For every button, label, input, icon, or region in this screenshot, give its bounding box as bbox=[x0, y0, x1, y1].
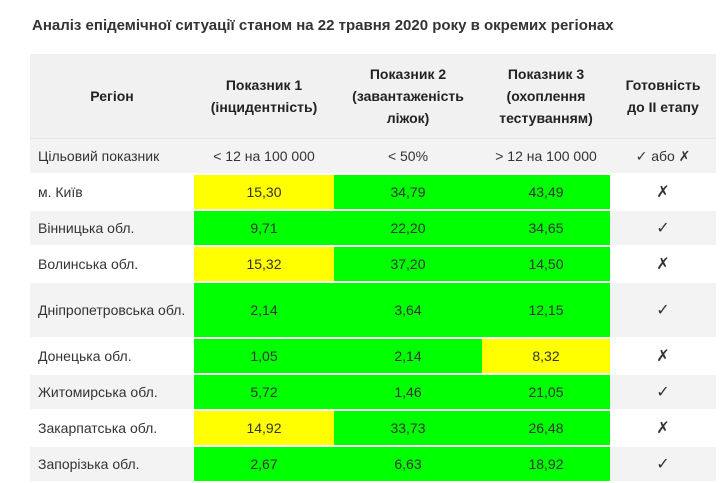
readiness-mark: ✗ bbox=[610, 247, 716, 283]
header-indicator-1: Показник 1 (інцидентність) bbox=[194, 54, 334, 139]
indicator-1-cell: 9,71 bbox=[194, 211, 334, 247]
indicator-2-cell: 6,63 bbox=[334, 447, 482, 483]
table-header-row: Регіон Показник 1 (інцидентність) Показн… bbox=[30, 54, 716, 139]
table-row: Запорізька обл. 2,67 6,63 18,92 ✓ bbox=[30, 447, 716, 483]
region-name: Запорізька обл. bbox=[30, 447, 194, 483]
target-readiness: ✓ або ✗ bbox=[610, 139, 716, 175]
indicator-2-cell: 34,79 bbox=[334, 175, 482, 211]
readiness-mark: ✓ bbox=[610, 375, 716, 411]
target-indicator-1: < 12 на 100 000 bbox=[194, 139, 334, 175]
readiness-mark: ✓ bbox=[610, 447, 716, 483]
indicator-1-cell: 2,14 bbox=[194, 283, 334, 339]
indicator-3-cell: 8,32 bbox=[482, 339, 610, 375]
indicator-1-cell: 1,05 bbox=[194, 339, 334, 375]
header-readiness: Готовність до ІІ етапу bbox=[610, 54, 716, 139]
indicator-2-cell: 22,20 bbox=[334, 211, 482, 247]
indicator-1-cell: 2,67 bbox=[194, 447, 334, 483]
readiness-mark: ✗ bbox=[610, 411, 716, 447]
region-name: Житомирська обл. bbox=[30, 375, 194, 411]
region-name: Закарпатська обл. bbox=[30, 411, 194, 447]
indicator-2-cell: 2,14 bbox=[334, 339, 482, 375]
indicator-3-cell: 43,49 bbox=[482, 175, 610, 211]
region-name: Дніпропетровська обл. bbox=[30, 283, 194, 339]
indicator-1-cell: 15,30 bbox=[194, 175, 334, 211]
readiness-mark: ✓ bbox=[610, 211, 716, 247]
indicator-1-cell: 15,32 bbox=[194, 247, 334, 283]
readiness-mark: ✗ bbox=[610, 339, 716, 375]
header-region: Регіон bbox=[30, 54, 194, 139]
table-row: Житомирська обл. 5,72 1,46 21,05 ✓ bbox=[30, 375, 716, 411]
indicator-2-cell: 33,73 bbox=[334, 411, 482, 447]
indicator-2-cell: 3,64 bbox=[334, 283, 482, 339]
target-indicator-2: < 50% bbox=[334, 139, 482, 175]
region-name: Донецька обл. bbox=[30, 339, 194, 375]
target-indicator-3: > 12 на 100 000 bbox=[482, 139, 610, 175]
header-indicator-2: Показник 2 (завантаженість ліжок) bbox=[334, 54, 482, 139]
indicator-3-cell: 12,15 bbox=[482, 283, 610, 339]
indicator-3-cell: 21,05 bbox=[482, 375, 610, 411]
header-indicator-3: Показник 3 (охоплення тестуванням) bbox=[482, 54, 610, 139]
table-row: Вінницька обл. 9,71 22,20 34,65 ✓ bbox=[30, 211, 716, 247]
page-title: Аналіз епідемічної ситуації станом на 22… bbox=[32, 17, 614, 34]
regions-table: Регіон Показник 1 (інцидентність) Показн… bbox=[30, 54, 716, 483]
indicator-2-cell: 37,20 bbox=[334, 247, 482, 283]
indicator-1-cell: 14,92 bbox=[194, 411, 334, 447]
target-label: Цільовий показник bbox=[30, 139, 194, 175]
table-row: м. Київ 15,30 34,79 43,49 ✗ bbox=[30, 175, 716, 211]
table-row: Волинська обл. 15,32 37,20 14,50 ✗ bbox=[30, 247, 716, 283]
table-row: Дніпропетровська обл. 2,14 3,64 12,15 ✓ bbox=[30, 283, 716, 339]
table-row: Донецька обл. 1,05 2,14 8,32 ✗ bbox=[30, 339, 716, 375]
table-row: Закарпатська обл. 14,92 33,73 26,48 ✗ bbox=[30, 411, 716, 447]
region-name: м. Київ bbox=[30, 175, 194, 211]
indicator-3-cell: 18,92 bbox=[482, 447, 610, 483]
region-name: Волинська обл. bbox=[30, 247, 194, 283]
readiness-mark: ✓ bbox=[610, 283, 716, 339]
readiness-mark: ✗ bbox=[610, 175, 716, 211]
indicator-2-cell: 1,46 bbox=[334, 375, 482, 411]
indicator-3-cell: 14,50 bbox=[482, 247, 610, 283]
indicator-3-cell: 34,65 bbox=[482, 211, 610, 247]
target-row: Цільовий показник < 12 на 100 000 < 50% … bbox=[30, 139, 716, 175]
region-name: Вінницька обл. bbox=[30, 211, 194, 247]
indicator-1-cell: 5,72 bbox=[194, 375, 334, 411]
indicator-3-cell: 26,48 bbox=[482, 411, 610, 447]
